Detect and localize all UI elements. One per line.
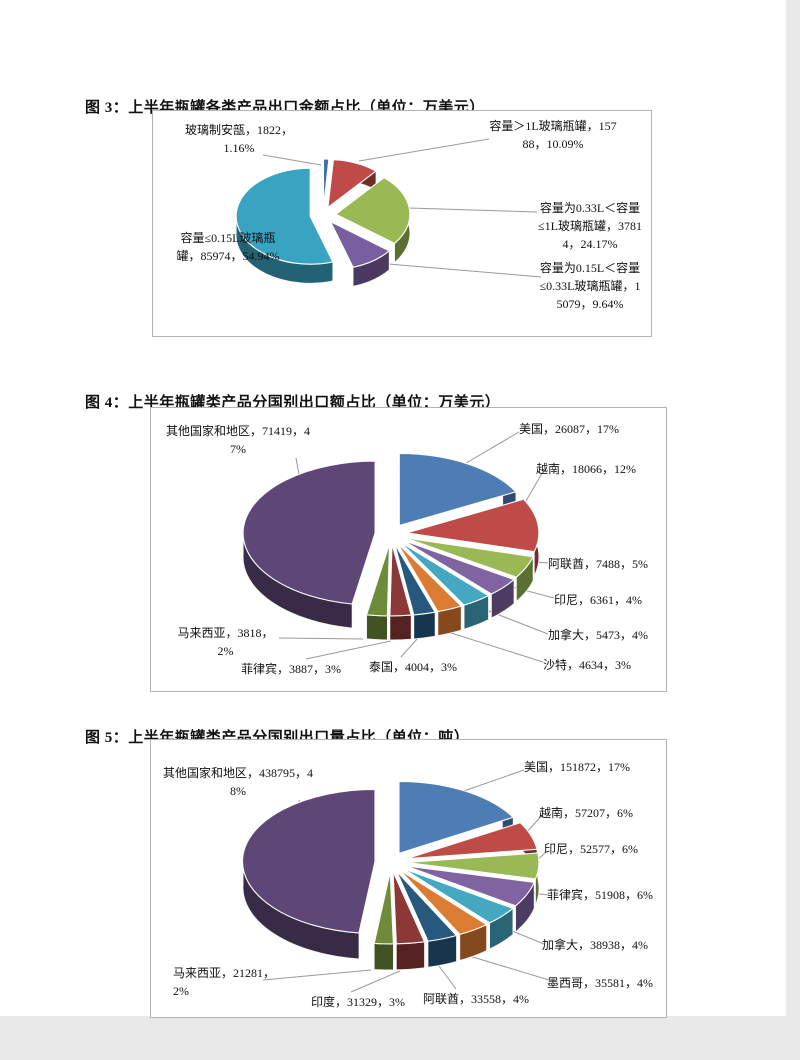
slice-label: 容量为0.15L＜容量≤0.33L玻璃瓶罐，15079，9.64% bbox=[539, 261, 641, 311]
pie-slice bbox=[406, 852, 540, 880]
pie-slice bbox=[405, 865, 535, 907]
slice-label: 阿联酋，7488，5% bbox=[548, 557, 648, 571]
figure-5-pie-chart bbox=[241, 769, 550, 993]
figure-3-pie-chart bbox=[235, 138, 542, 287]
pie-slice-side bbox=[373, 942, 394, 971]
pie-slice bbox=[373, 871, 394, 945]
leader-line bbox=[465, 954, 550, 981]
pie-slice bbox=[242, 460, 376, 605]
slice-label: 墨西哥，35581，4% bbox=[547, 976, 653, 990]
pie-slice bbox=[392, 871, 426, 945]
slice-label: 马来西亚，3818，2% bbox=[177, 626, 274, 658]
leader-line bbox=[400, 638, 418, 658]
leader-line bbox=[408, 207, 538, 213]
pie-slice bbox=[394, 543, 436, 616]
pie-slice bbox=[235, 167, 334, 265]
pie-slice bbox=[399, 869, 488, 936]
slice-label: 其他国家和地区，438795，48% bbox=[163, 766, 314, 798]
figure-3-chart-panel: 玻璃制安瓿，1822，1.16% 容量＞1L玻璃瓶罐，15788，10.09% 容量… bbox=[152, 110, 652, 337]
pie-slice bbox=[398, 452, 517, 527]
leader-line bbox=[262, 154, 322, 166]
slice-label: 容量为0.33L＜容量≤1L玻璃瓶罐，37814，24.17% bbox=[538, 201, 642, 251]
slice-label: 加拿大，5473，4% bbox=[548, 628, 648, 642]
slice-label: 马来西亚，21281，2% bbox=[173, 966, 276, 998]
leader-line bbox=[522, 469, 545, 507]
figure-4-chart-panel: 美国，26087，17% 越南，18066，12% 阿联酋，7488，5% 印尼，63… bbox=[150, 407, 667, 692]
document-page: 图 3：上半年瓶罐各类产品出口金额占比（单位：万美元） 玻璃制安瓿，1822，1… bbox=[0, 0, 786, 1018]
slice-label: 越南，57207，6% bbox=[539, 806, 633, 820]
leader-line bbox=[438, 965, 457, 990]
pie-slice bbox=[322, 158, 330, 207]
leader-line bbox=[358, 138, 490, 162]
pie-slice bbox=[329, 220, 391, 268]
pie-slice bbox=[327, 159, 378, 209]
slice-label: 印尼，6361，4% bbox=[554, 593, 642, 607]
figure-5-chart-panel: 美国，151872，17% 越南，57207，6% 印尼，52577，6% 菲律宾，5… bbox=[150, 739, 667, 1018]
slice-label: 泰国，4004，3% bbox=[369, 660, 457, 674]
pie-slice bbox=[402, 867, 514, 924]
leader-line bbox=[350, 970, 401, 993]
leader-line bbox=[460, 431, 520, 467]
pie-slice bbox=[402, 539, 516, 595]
slice-label: 玻璃制安瓿，1822，1.16% bbox=[184, 123, 293, 155]
leader-line bbox=[262, 969, 372, 981]
slice-label: 其他国家和地区，71419，47% bbox=[165, 424, 310, 456]
slice-label: 美国，151872，17% bbox=[524, 760, 630, 774]
leader-line bbox=[526, 813, 544, 833]
slice-label: 阿联酋，33558，4% bbox=[423, 992, 529, 1006]
pie-slice-side bbox=[395, 941, 425, 971]
leader-line bbox=[447, 631, 544, 663]
slice-label: 印尼，52577，6% bbox=[544, 842, 638, 856]
leader-line bbox=[460, 769, 525, 793]
pie-slice bbox=[389, 543, 412, 617]
slice-label: 容量≤0.15L玻璃瓶罐，85974，54.94% bbox=[176, 231, 280, 263]
pie-slice bbox=[405, 822, 538, 860]
pie-slice-side bbox=[413, 611, 436, 640]
slice-label: 越南，18066，12% bbox=[536, 462, 636, 476]
pie-slice-side bbox=[389, 614, 412, 641]
pie-slice-side bbox=[366, 614, 388, 641]
figure-4-pie-chart bbox=[242, 431, 555, 663]
pie-slice bbox=[396, 542, 463, 613]
slice-label: 沙特，4634，3% bbox=[543, 658, 631, 672]
pie-slice bbox=[399, 541, 490, 606]
slice-label: 美国，26087，17% bbox=[519, 422, 619, 436]
pie-slice bbox=[405, 537, 534, 578]
pie-slice bbox=[406, 498, 540, 553]
pie-slice bbox=[396, 870, 458, 942]
slice-label: 菲律宾，3887，3% bbox=[241, 662, 341, 676]
slice-label: 加拿大，38938，4% bbox=[542, 938, 648, 952]
leader-line bbox=[376, 262, 542, 278]
pie-slice bbox=[398, 780, 515, 855]
pie-slice bbox=[334, 177, 411, 245]
pie-slice bbox=[241, 788, 376, 934]
leader-line bbox=[278, 637, 364, 640]
slice-label: 菲律宾，51908，6% bbox=[547, 888, 653, 902]
leader-line bbox=[305, 640, 392, 660]
slice-label: 印度，31329，3% bbox=[311, 995, 405, 1009]
pie-slice bbox=[365, 543, 391, 617]
slice-label: 容量＞1L玻璃瓶罐，15788，10.09% bbox=[489, 119, 617, 151]
